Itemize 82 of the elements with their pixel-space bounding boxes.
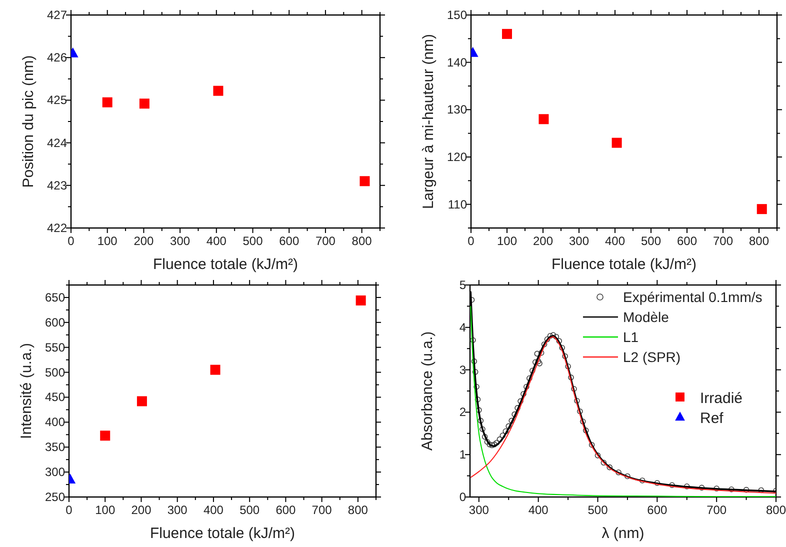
y-tick-label: 422 xyxy=(46,221,68,235)
point xyxy=(502,28,512,39)
y-tick-label: 0 xyxy=(459,490,466,504)
x-tick-label: 100 xyxy=(97,234,118,248)
x-tick-label: 400 xyxy=(206,234,227,248)
point xyxy=(756,204,767,214)
x-tick-label: 600 xyxy=(647,503,668,517)
y-tick-label: 600 xyxy=(44,315,66,330)
y-tick-label: 4 xyxy=(459,320,466,334)
y-tick-label: 424 xyxy=(46,136,68,150)
y-tick-label: 350 xyxy=(44,440,66,454)
x-tick-label: 400 xyxy=(203,503,224,517)
legend-label: L2 (SPR) xyxy=(623,349,681,365)
x-tick-label: 100 xyxy=(95,503,116,517)
x-tick-label: 600 xyxy=(276,503,296,517)
y-tick-label: 110 xyxy=(448,197,468,212)
x-tick-label: 200 xyxy=(131,503,152,517)
x-tick-label: 600 xyxy=(279,234,300,248)
point xyxy=(538,114,549,124)
x-tick-label: 100 xyxy=(496,234,518,248)
y-tick-label: 500 xyxy=(44,365,66,380)
x-tick-label: 300 xyxy=(468,503,490,517)
y-axis-title: Largeur à mi-hauteur (nm) xyxy=(420,34,437,210)
point xyxy=(139,98,150,109)
y-tick-label: 250 xyxy=(44,490,66,504)
x-tick-label: 800 xyxy=(766,503,786,517)
y-tick-label: 426 xyxy=(46,50,68,65)
x-tick-label: 400 xyxy=(604,234,626,248)
y-tick-label: 1 xyxy=(459,448,466,462)
x-tick-label: 400 xyxy=(528,503,549,517)
y-tick-label: 2 xyxy=(459,405,466,420)
point xyxy=(356,295,366,306)
x-tick-label: 200 xyxy=(134,234,154,248)
x-tick-label: 800 xyxy=(348,503,368,517)
x-tick-label: 800 xyxy=(352,234,372,248)
y-tick-label: 550 xyxy=(44,340,66,354)
y-tick-label: 650 xyxy=(44,290,66,304)
x-tick-label: 700 xyxy=(706,503,727,517)
y-tick-label: 400 xyxy=(44,415,66,430)
y-tick-label: 140 xyxy=(446,55,468,70)
legend-label: Modèle xyxy=(623,309,670,325)
y-tick-label: 3 xyxy=(459,362,466,377)
x-tick-label: 700 xyxy=(312,503,332,517)
x-tick-label: 600 xyxy=(676,234,698,248)
y-tick-label: 427 xyxy=(46,8,68,22)
y-axis-title: Intensité (u.a.) xyxy=(18,343,35,439)
point xyxy=(100,430,110,441)
legend-label: Ref xyxy=(700,410,724,427)
y-tick-label: 150 xyxy=(446,8,468,22)
x-axis-title: Fluence totale (kJ/m²) xyxy=(150,525,296,542)
point xyxy=(213,86,224,96)
x-tick-label: 300 xyxy=(170,234,190,248)
y-tick-label: 120 xyxy=(446,150,468,164)
y-tick-label: 300 xyxy=(44,465,66,480)
y-tick-label: 130 xyxy=(446,102,468,117)
y-axis-title: Absorbance (u.a.) xyxy=(419,331,436,451)
x-axis-title: Fluence totale (kJ/m²) xyxy=(152,256,298,273)
x-tick-label: 700 xyxy=(712,234,734,248)
point xyxy=(102,97,112,108)
y-tick-label: 425 xyxy=(46,93,68,108)
x-tick-label: 500 xyxy=(242,234,264,248)
x-tick-label: 500 xyxy=(640,234,662,248)
y-tick-label: 450 xyxy=(44,390,66,404)
y-tick-label: 423 xyxy=(46,178,68,192)
x-tick-label: 500 xyxy=(240,503,260,517)
point xyxy=(612,138,622,148)
point xyxy=(136,396,147,406)
legend-label: L1 xyxy=(623,329,639,345)
x-tick-label: 500 xyxy=(588,503,608,517)
point xyxy=(210,364,220,375)
x-tick-label: 200 xyxy=(532,234,554,248)
point xyxy=(360,176,370,186)
x-axis-title: Fluence totale (kJ/m²) xyxy=(551,256,697,273)
y-axis-title: Position du pic (nm) xyxy=(20,55,37,188)
x-tick-label: 300 xyxy=(167,503,188,517)
y-tick-label: 5 xyxy=(459,278,466,292)
legend-label: Irradié xyxy=(700,390,743,407)
x-tick-label: 800 xyxy=(748,234,770,248)
x-tick-label: 700 xyxy=(315,234,336,248)
legend-label: Expérimental 0.1mm/s xyxy=(623,289,762,305)
x-axis-title: λ (nm) xyxy=(602,525,644,542)
x-tick-label: 300 xyxy=(568,234,590,248)
